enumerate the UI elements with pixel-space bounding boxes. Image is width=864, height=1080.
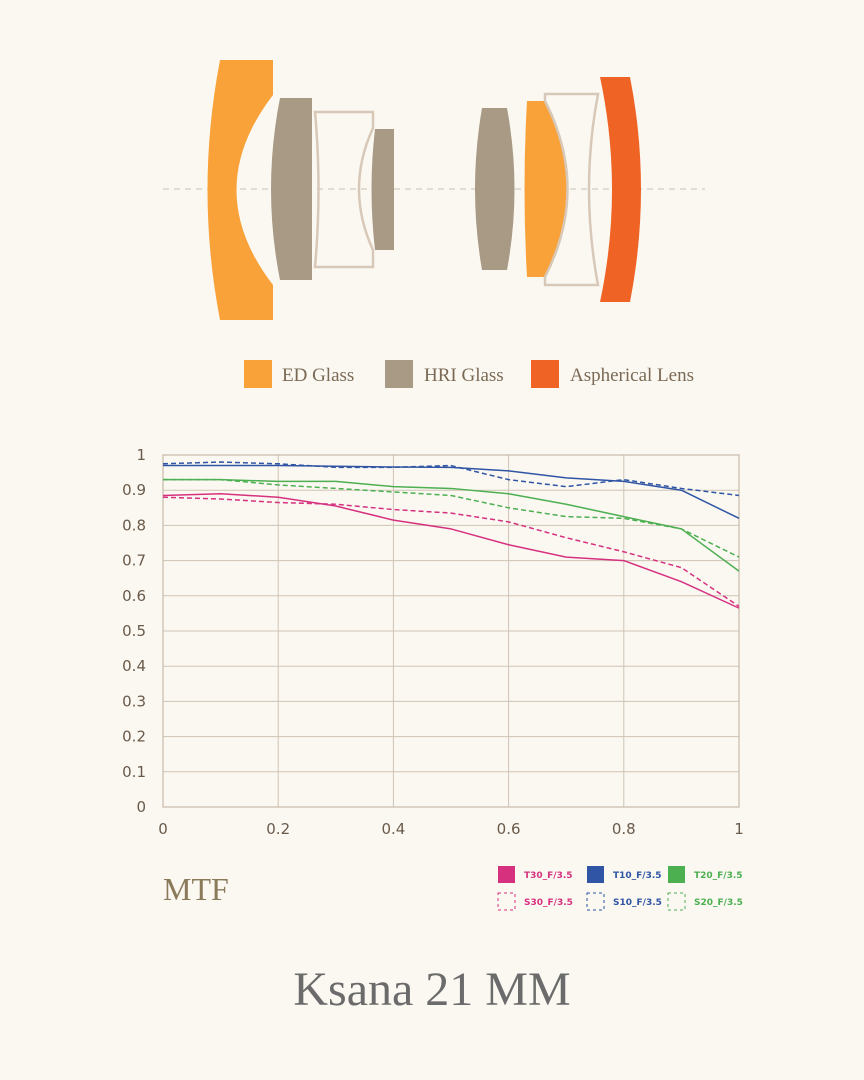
lens — [313, 110, 375, 269]
legend-label: S10_F/3.5 — [613, 898, 662, 908]
y-tick-label: 1 — [136, 446, 146, 464]
y-tick-label: 0.8 — [122, 516, 146, 534]
legend-label: Aspherical Lens — [570, 365, 694, 386]
y-tick-label: 0.1 — [122, 763, 146, 781]
x-tick-label: 0.6 — [497, 820, 521, 838]
y-tick-label: 0.4 — [122, 657, 146, 675]
y-tick-label: 0.5 — [122, 622, 146, 640]
lens — [600, 77, 641, 302]
legend-swatch — [586, 892, 605, 911]
x-tick-label: 0.8 — [612, 820, 636, 838]
y-tick-label: 0.9 — [122, 481, 146, 499]
legend-label: T20_F/3.5 — [694, 871, 743, 881]
y-tick-label: 0.3 — [122, 692, 146, 710]
lens-legend: ED Glass HRI Glass Aspherical Lens — [244, 360, 694, 388]
legend-label: S30_F/3.5 — [524, 898, 573, 908]
legend-swatch — [531, 360, 559, 388]
legend-swatch — [498, 866, 515, 883]
series-line — [162, 461, 740, 497]
plot-frame — [162, 454, 740, 808]
legend-swatch — [497, 892, 516, 911]
legend-label: T30_F/3.5 — [524, 871, 573, 881]
series-line — [162, 492, 740, 609]
x-tick-label: 1 — [734, 820, 744, 838]
y-tick-label: 0.6 — [122, 587, 146, 605]
legend-swatch — [587, 866, 604, 883]
legend-swatch — [385, 360, 413, 388]
lens-diagram — [163, 60, 705, 320]
lens — [271, 98, 312, 280]
chart-title: MTF — [163, 871, 229, 907]
page-title: Ksana 21 MM — [293, 963, 570, 1016]
y-tick-label: 0 — [136, 798, 146, 816]
lens — [207, 60, 273, 320]
lens — [371, 129, 394, 250]
legend-label: ED Glass — [282, 365, 354, 386]
series-line — [162, 496, 740, 607]
x-tick-label: 0 — [158, 820, 168, 838]
series-line — [163, 478, 740, 558]
legend-label: S20_F/3.5 — [694, 898, 743, 908]
legend-swatch — [668, 866, 685, 883]
lens — [543, 92, 600, 287]
legend-swatch — [667, 892, 686, 911]
lens — [475, 108, 515, 270]
lens — [524, 101, 568, 277]
x-tick-label: 0.4 — [381, 820, 405, 838]
legend-label: HRI Glass — [424, 365, 504, 386]
series-line — [163, 464, 740, 520]
y-tick-label: 0.7 — [122, 552, 146, 570]
series-line — [163, 478, 740, 572]
y-tick-label: 0.2 — [122, 728, 146, 746]
legend-swatch — [244, 360, 272, 388]
legend-label: T10_F/3.5 — [613, 871, 662, 881]
x-tick-label: 0.2 — [266, 820, 290, 838]
